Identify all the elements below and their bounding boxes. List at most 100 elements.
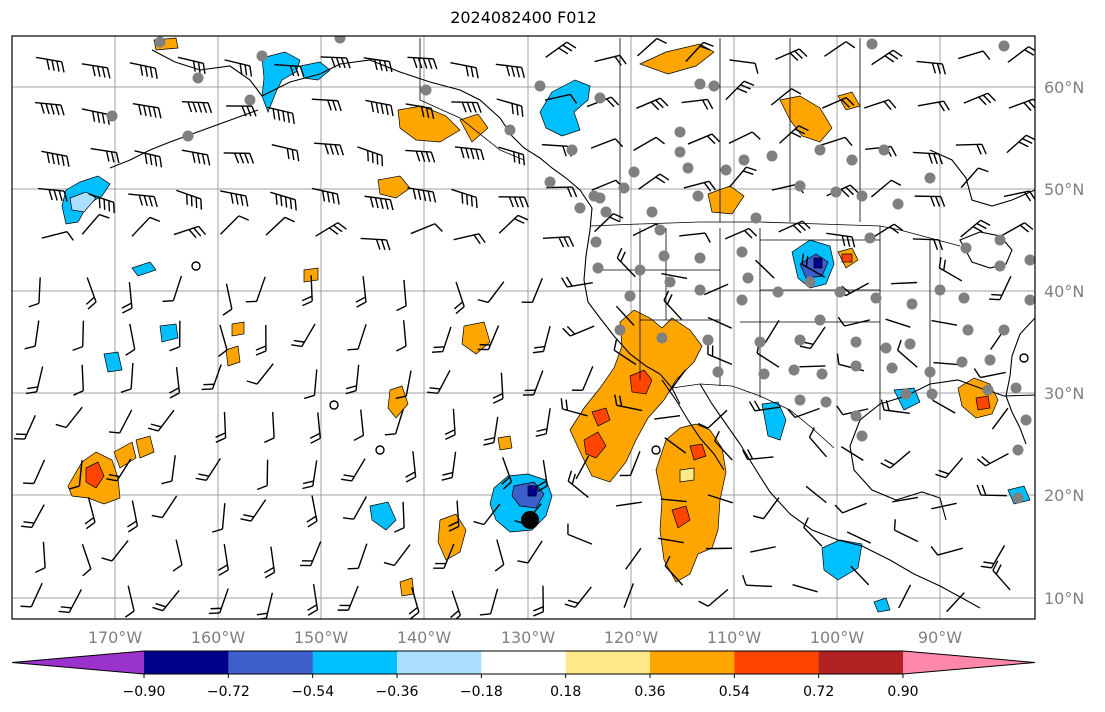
wind-barb xyxy=(729,166,757,188)
wind-barb xyxy=(728,131,761,144)
wind-barb xyxy=(309,412,321,444)
wind-barb xyxy=(933,361,960,366)
wind-barb xyxy=(81,213,110,235)
wind-barb xyxy=(169,320,181,352)
wind-barb xyxy=(201,364,222,391)
wind-barb xyxy=(85,277,97,310)
field-hawaii-orange-3 xyxy=(135,435,155,459)
station-dot xyxy=(594,192,606,204)
station-dot xyxy=(244,94,256,106)
station-dot xyxy=(694,284,706,296)
wind-barb xyxy=(88,193,115,214)
field-pacific-orange-4 xyxy=(225,345,241,367)
station-dot xyxy=(712,366,724,378)
station-dot xyxy=(998,324,1010,336)
lon-label: 150°W xyxy=(294,628,349,647)
wind-barb xyxy=(218,324,228,358)
wind-barb xyxy=(271,144,300,162)
wind-barb xyxy=(364,195,394,211)
station-dot xyxy=(958,292,970,304)
wind-barb xyxy=(660,498,687,503)
station-dot xyxy=(900,388,912,400)
colorbar-tick-label: 0.18 xyxy=(550,684,581,700)
wind-barb xyxy=(724,227,758,240)
wind-barb xyxy=(958,50,991,60)
station-dot xyxy=(594,92,606,104)
station-dot xyxy=(794,180,806,192)
wind-barb xyxy=(84,497,96,530)
wind-barb xyxy=(703,283,729,296)
border-canada-provinces xyxy=(619,38,861,222)
wind-barb xyxy=(81,63,111,79)
wind-barb xyxy=(669,369,686,392)
wind-barb xyxy=(594,213,624,233)
calm-circle xyxy=(651,445,661,455)
wind-barb xyxy=(441,451,457,481)
wind-barb xyxy=(840,446,864,461)
wind-barb xyxy=(176,189,203,210)
storm-center-marker xyxy=(521,511,539,529)
border-state-3 xyxy=(740,228,880,398)
wind-barb xyxy=(594,54,627,66)
station-dot xyxy=(618,182,630,194)
calm-circle xyxy=(1019,353,1029,363)
field-pacific-orange-1 xyxy=(461,321,491,355)
wind-barb xyxy=(614,394,643,412)
wind-barb xyxy=(383,544,411,567)
wind-barb xyxy=(314,142,345,156)
wind-barb xyxy=(893,519,919,543)
colorbar-segment xyxy=(734,651,820,674)
wind-barb xyxy=(208,588,229,615)
station-dot xyxy=(924,172,936,184)
coastline-central-america xyxy=(861,545,981,609)
station-dot xyxy=(590,236,602,248)
wind-barb xyxy=(664,437,687,454)
wind-barb xyxy=(131,216,161,237)
colorbar-tick-label: −0.18 xyxy=(460,684,503,700)
lat-label: 50°N xyxy=(1044,180,1084,199)
wind-barb xyxy=(90,147,120,164)
lat-label: 40°N xyxy=(1044,282,1084,301)
wind-barb xyxy=(41,230,74,241)
wind-barb xyxy=(681,98,714,110)
wind-barb xyxy=(575,455,590,480)
wind-barb xyxy=(267,106,295,124)
wind-barb xyxy=(453,233,486,245)
station-dot xyxy=(154,36,166,48)
wind-barb xyxy=(989,275,1012,301)
wind-barb xyxy=(396,320,407,352)
wind-barb xyxy=(808,427,828,458)
wind-barb xyxy=(633,136,665,152)
station-dot xyxy=(864,232,876,244)
lon-label: 130°W xyxy=(501,628,556,647)
field-canada-orange-3 xyxy=(707,185,745,215)
wind-barb xyxy=(623,583,635,608)
wind-barb xyxy=(38,187,68,202)
wind-barb xyxy=(803,517,823,547)
station-dot xyxy=(692,190,704,202)
wind-barb xyxy=(850,565,870,586)
station-dot xyxy=(742,272,754,284)
longitude-labels: 170°W 160°W 150°W 140°W 130°W 120°W 110°W 100°W… xyxy=(88,628,962,647)
wind-barb xyxy=(448,500,460,532)
wind-barb xyxy=(195,458,221,482)
colorbar-segment xyxy=(903,651,1035,674)
station-dot xyxy=(534,80,546,92)
station-dot xyxy=(738,154,750,166)
wind-barb xyxy=(23,459,46,485)
wind-barb xyxy=(181,100,213,114)
field-blue-small-5 xyxy=(873,597,891,613)
wind-barb xyxy=(567,470,589,498)
wind-barb xyxy=(347,543,368,570)
wind-barb xyxy=(240,499,267,522)
wind-barb xyxy=(912,151,943,165)
wind-barb xyxy=(125,323,136,356)
wind-barb xyxy=(427,369,451,395)
station-dot xyxy=(850,360,862,372)
border-state-4 xyxy=(879,226,931,420)
wind-barb xyxy=(492,372,504,404)
wind-barb xyxy=(698,588,729,607)
wind-barb xyxy=(935,457,964,479)
wind-barb xyxy=(124,585,135,618)
